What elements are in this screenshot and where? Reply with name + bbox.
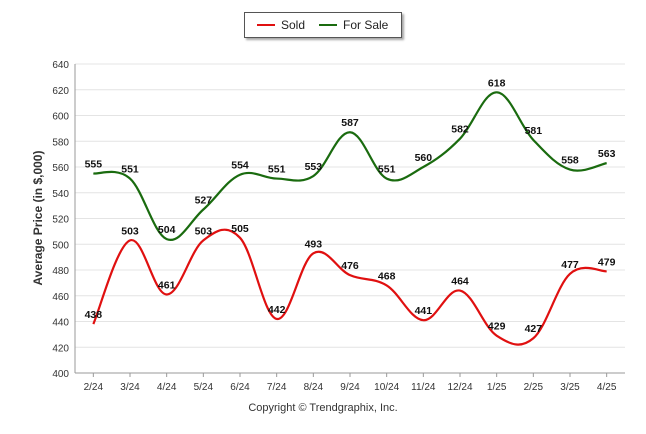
x-tick-label-11: 1/25	[487, 382, 507, 393]
axes	[74, 64, 625, 377]
legend: Sold For Sale	[244, 12, 402, 38]
data-label-sold-8: 468	[378, 270, 396, 282]
y-tick-label-400: 400	[52, 369, 69, 380]
data-label-sold-14: 479	[598, 256, 616, 268]
y-tick-label-540: 540	[52, 189, 69, 200]
data-label-sold-12: 427	[525, 323, 543, 335]
y-tick-label-440: 440	[52, 318, 69, 329]
data-label-sold-5: 442	[268, 304, 286, 316]
data-label-for-sale-5: 551	[268, 164, 286, 176]
series-line-sold	[92, 228, 607, 346]
legend-item-for-sale[interactable]: For Sale	[319, 13, 388, 37]
data-label-sold-10: 464	[451, 276, 469, 288]
x-tick-label-0: 2/24	[84, 382, 104, 393]
x-tick-label-8: 10/24	[374, 382, 399, 393]
x-tick-label-7: 9/24	[340, 382, 360, 393]
legend-item-sold[interactable]: Sold	[257, 13, 305, 37]
y-tick-label-480: 480	[52, 266, 69, 277]
legend-label-sold: Sold	[281, 18, 306, 32]
y-axis-label: Average Price (in $,000)	[31, 151, 45, 286]
x-tick-label-10: 12/24	[447, 382, 472, 393]
x-tick-label-1: 3/24	[120, 382, 140, 393]
data-label-sold-1: 503	[121, 225, 139, 237]
copyright-text: Copyright © Trendgraphix, Inc.	[248, 402, 398, 414]
data-label-sold-7: 476	[341, 260, 359, 272]
y-tick-label-420: 420	[52, 343, 69, 354]
data-label-for-sale-3: 527	[195, 194, 213, 206]
x-tick-label-12: 2/25	[524, 382, 544, 393]
data-labels: 438 503 461 503 505 442 493 476 468 441 464 429 427 4…	[85, 77, 616, 335]
y-tick-label-580: 580	[52, 137, 69, 148]
y-tick-label-520: 520	[52, 215, 69, 226]
x-tick-label-5: 7/24	[267, 382, 287, 393]
data-label-sold-0: 438	[85, 309, 103, 321]
y-tick-label-460: 460	[52, 292, 69, 303]
data-label-for-sale-10: 582	[451, 124, 469, 136]
data-label-for-sale-0: 555	[85, 158, 103, 170]
y-tick-label-640: 640	[52, 60, 69, 71]
data-label-sold-4: 505	[231, 223, 249, 235]
data-label-for-sale-11: 618	[488, 77, 506, 89]
y-tick-label-560: 560	[52, 163, 69, 174]
data-label-for-sale-7: 587	[341, 117, 359, 129]
data-label-sold-2: 461	[158, 279, 176, 291]
data-label-sold-11: 429	[488, 321, 506, 333]
series-lines	[92, 91, 607, 346]
x-tick-label-2: 4/24	[157, 382, 177, 393]
data-label-for-sale-9: 560	[415, 152, 433, 164]
data-label-for-sale-8: 551	[378, 164, 396, 176]
data-label-for-sale-14: 563	[598, 148, 616, 160]
data-label-for-sale-1: 551	[121, 164, 139, 176]
data-label-for-sale-4: 554	[231, 160, 249, 172]
data-label-sold-6: 493	[305, 238, 323, 250]
data-label-sold-3: 503	[195, 225, 213, 237]
x-tick-label-4: 6/24	[230, 382, 250, 393]
data-label-sold-9: 441	[415, 305, 433, 317]
data-label-for-sale-2: 504	[158, 224, 176, 236]
y-tick-label-620: 620	[52, 86, 69, 97]
data-label-for-sale-12: 581	[525, 125, 543, 137]
series-line-for-sale	[93, 91, 607, 241]
y-tick-label-500: 500	[52, 240, 69, 251]
y-tick-label-600: 600	[52, 112, 69, 123]
data-label-for-sale-6: 553	[305, 161, 323, 173]
x-tick-label-9: 11/24	[411, 382, 436, 393]
x-tick-labels: 2/24 3/24 4/24 5/24 6/24 7/24 8/24 9/24 10/24 11/…	[84, 382, 617, 393]
legend-swatch-for-sale	[319, 24, 337, 26]
data-label-for-sale-13: 558	[561, 155, 579, 167]
legend-label-for-sale: For Sale	[343, 18, 389, 32]
x-tick-label-3: 5/24	[194, 382, 214, 393]
x-tick-label-6: 8/24	[304, 382, 324, 393]
x-tick-label-13: 3/25	[560, 382, 580, 393]
legend-swatch-sold	[257, 24, 275, 26]
x-tick-label-14: 4/25	[597, 382, 617, 393]
y-tick-labels: 400 420 440 460 480 500 520 540 560 580 600 620 640	[52, 60, 69, 380]
data-label-sold-13: 477	[561, 259, 579, 271]
